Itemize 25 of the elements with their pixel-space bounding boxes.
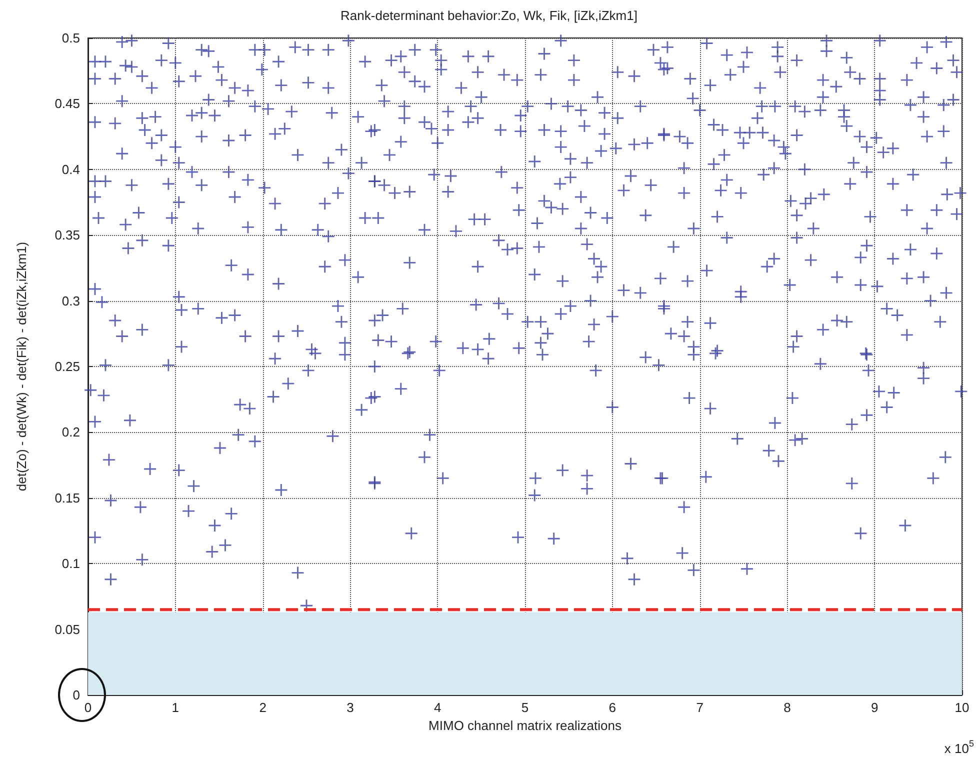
y-tick-label: 0.2 bbox=[62, 424, 80, 440]
chart-title: Rank-determinant behavior:Zo, Wk, Fik, [iZk,iZkm1] bbox=[340, 8, 638, 23]
x-tick-label: 4 bbox=[434, 700, 442, 715]
y-tick-label: 0.35 bbox=[54, 228, 80, 243]
x-tick-label: 5 bbox=[521, 700, 529, 715]
y-tick-label: 0.15 bbox=[54, 490, 80, 506]
x-tick-label: 0 bbox=[84, 700, 92, 715]
y-tick-label: 0 bbox=[72, 688, 80, 702]
x-axis-title: MIMO channel matrix realizations bbox=[428, 718, 622, 733]
x-tick-label: 9 bbox=[870, 700, 878, 715]
y-tick-label: 0.1 bbox=[62, 556, 80, 572]
y-axis-title: det(Zo) - det(Wk) - det(Fik) - det(iZk,iZkm1) bbox=[14, 242, 29, 492]
y-tick-label: 0.4 bbox=[62, 162, 80, 177]
y-tick-label: 0.3 bbox=[62, 293, 80, 308]
x-tick-label: 1 bbox=[172, 700, 180, 715]
y-tick-label: 0.5 bbox=[62, 30, 80, 46]
x-tick-label: 7 bbox=[696, 700, 704, 715]
y-tick-label: 0.45 bbox=[54, 96, 80, 112]
x-tick-label: 2 bbox=[259, 700, 266, 715]
x-tick-label: 3 bbox=[346, 700, 354, 715]
y-tick-label: 0.25 bbox=[54, 359, 80, 374]
x-tick-label: 10 bbox=[954, 700, 970, 715]
y-tick-label: 0.05 bbox=[54, 622, 80, 637]
x-tick-label: 8 bbox=[784, 700, 791, 715]
x-tick-label: 6 bbox=[608, 700, 616, 715]
